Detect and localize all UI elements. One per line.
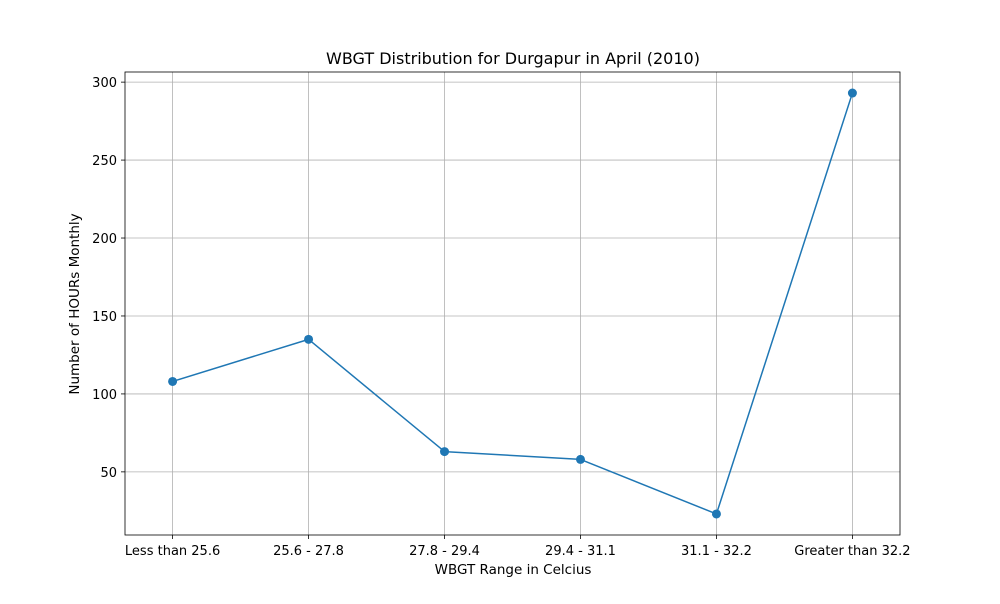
labels-layer: WBGT Distribution for Durgapur in April … xyxy=(67,49,700,578)
plot-frame xyxy=(124,71,901,536)
chart-title: WBGT Distribution for Durgapur in April … xyxy=(326,49,700,68)
x-tick-label: 31.1 - 32.2 xyxy=(681,544,752,559)
x-tick-label: 27.8 - 29.4 xyxy=(409,544,480,559)
y-tick-label: 150 xyxy=(92,310,117,325)
x-axis-label: WBGT Range in Celcius xyxy=(435,562,592,578)
data-point xyxy=(575,454,585,464)
series-line xyxy=(172,92,854,515)
data-point xyxy=(304,334,314,344)
y-axis-label: Number of HOURs Monthly xyxy=(67,213,83,394)
data-point xyxy=(847,88,857,98)
data-point xyxy=(711,509,721,519)
axes: Less than 25.6 25.6 - 27.8 27.8 - 29.4 29.4… xyxy=(92,71,911,559)
y-tick-label: 300 xyxy=(92,76,117,91)
y-tick-label: 100 xyxy=(92,388,117,403)
data-point xyxy=(440,447,450,457)
x-tick-label: Greater than 32.2 xyxy=(794,544,910,559)
x-tick-label: Less than 25.6 xyxy=(125,544,220,559)
x-tick-label: 25.6 - 27.8 xyxy=(273,544,344,559)
y-tick-label: 50 xyxy=(100,466,117,481)
y-tick-label: 200 xyxy=(92,232,117,247)
series-layer xyxy=(168,88,857,519)
grid-lines xyxy=(125,72,900,535)
x-tick-label: 29.4 - 31.1 xyxy=(545,544,616,559)
y-tick-label: 250 xyxy=(92,154,117,169)
data-point xyxy=(168,376,178,386)
